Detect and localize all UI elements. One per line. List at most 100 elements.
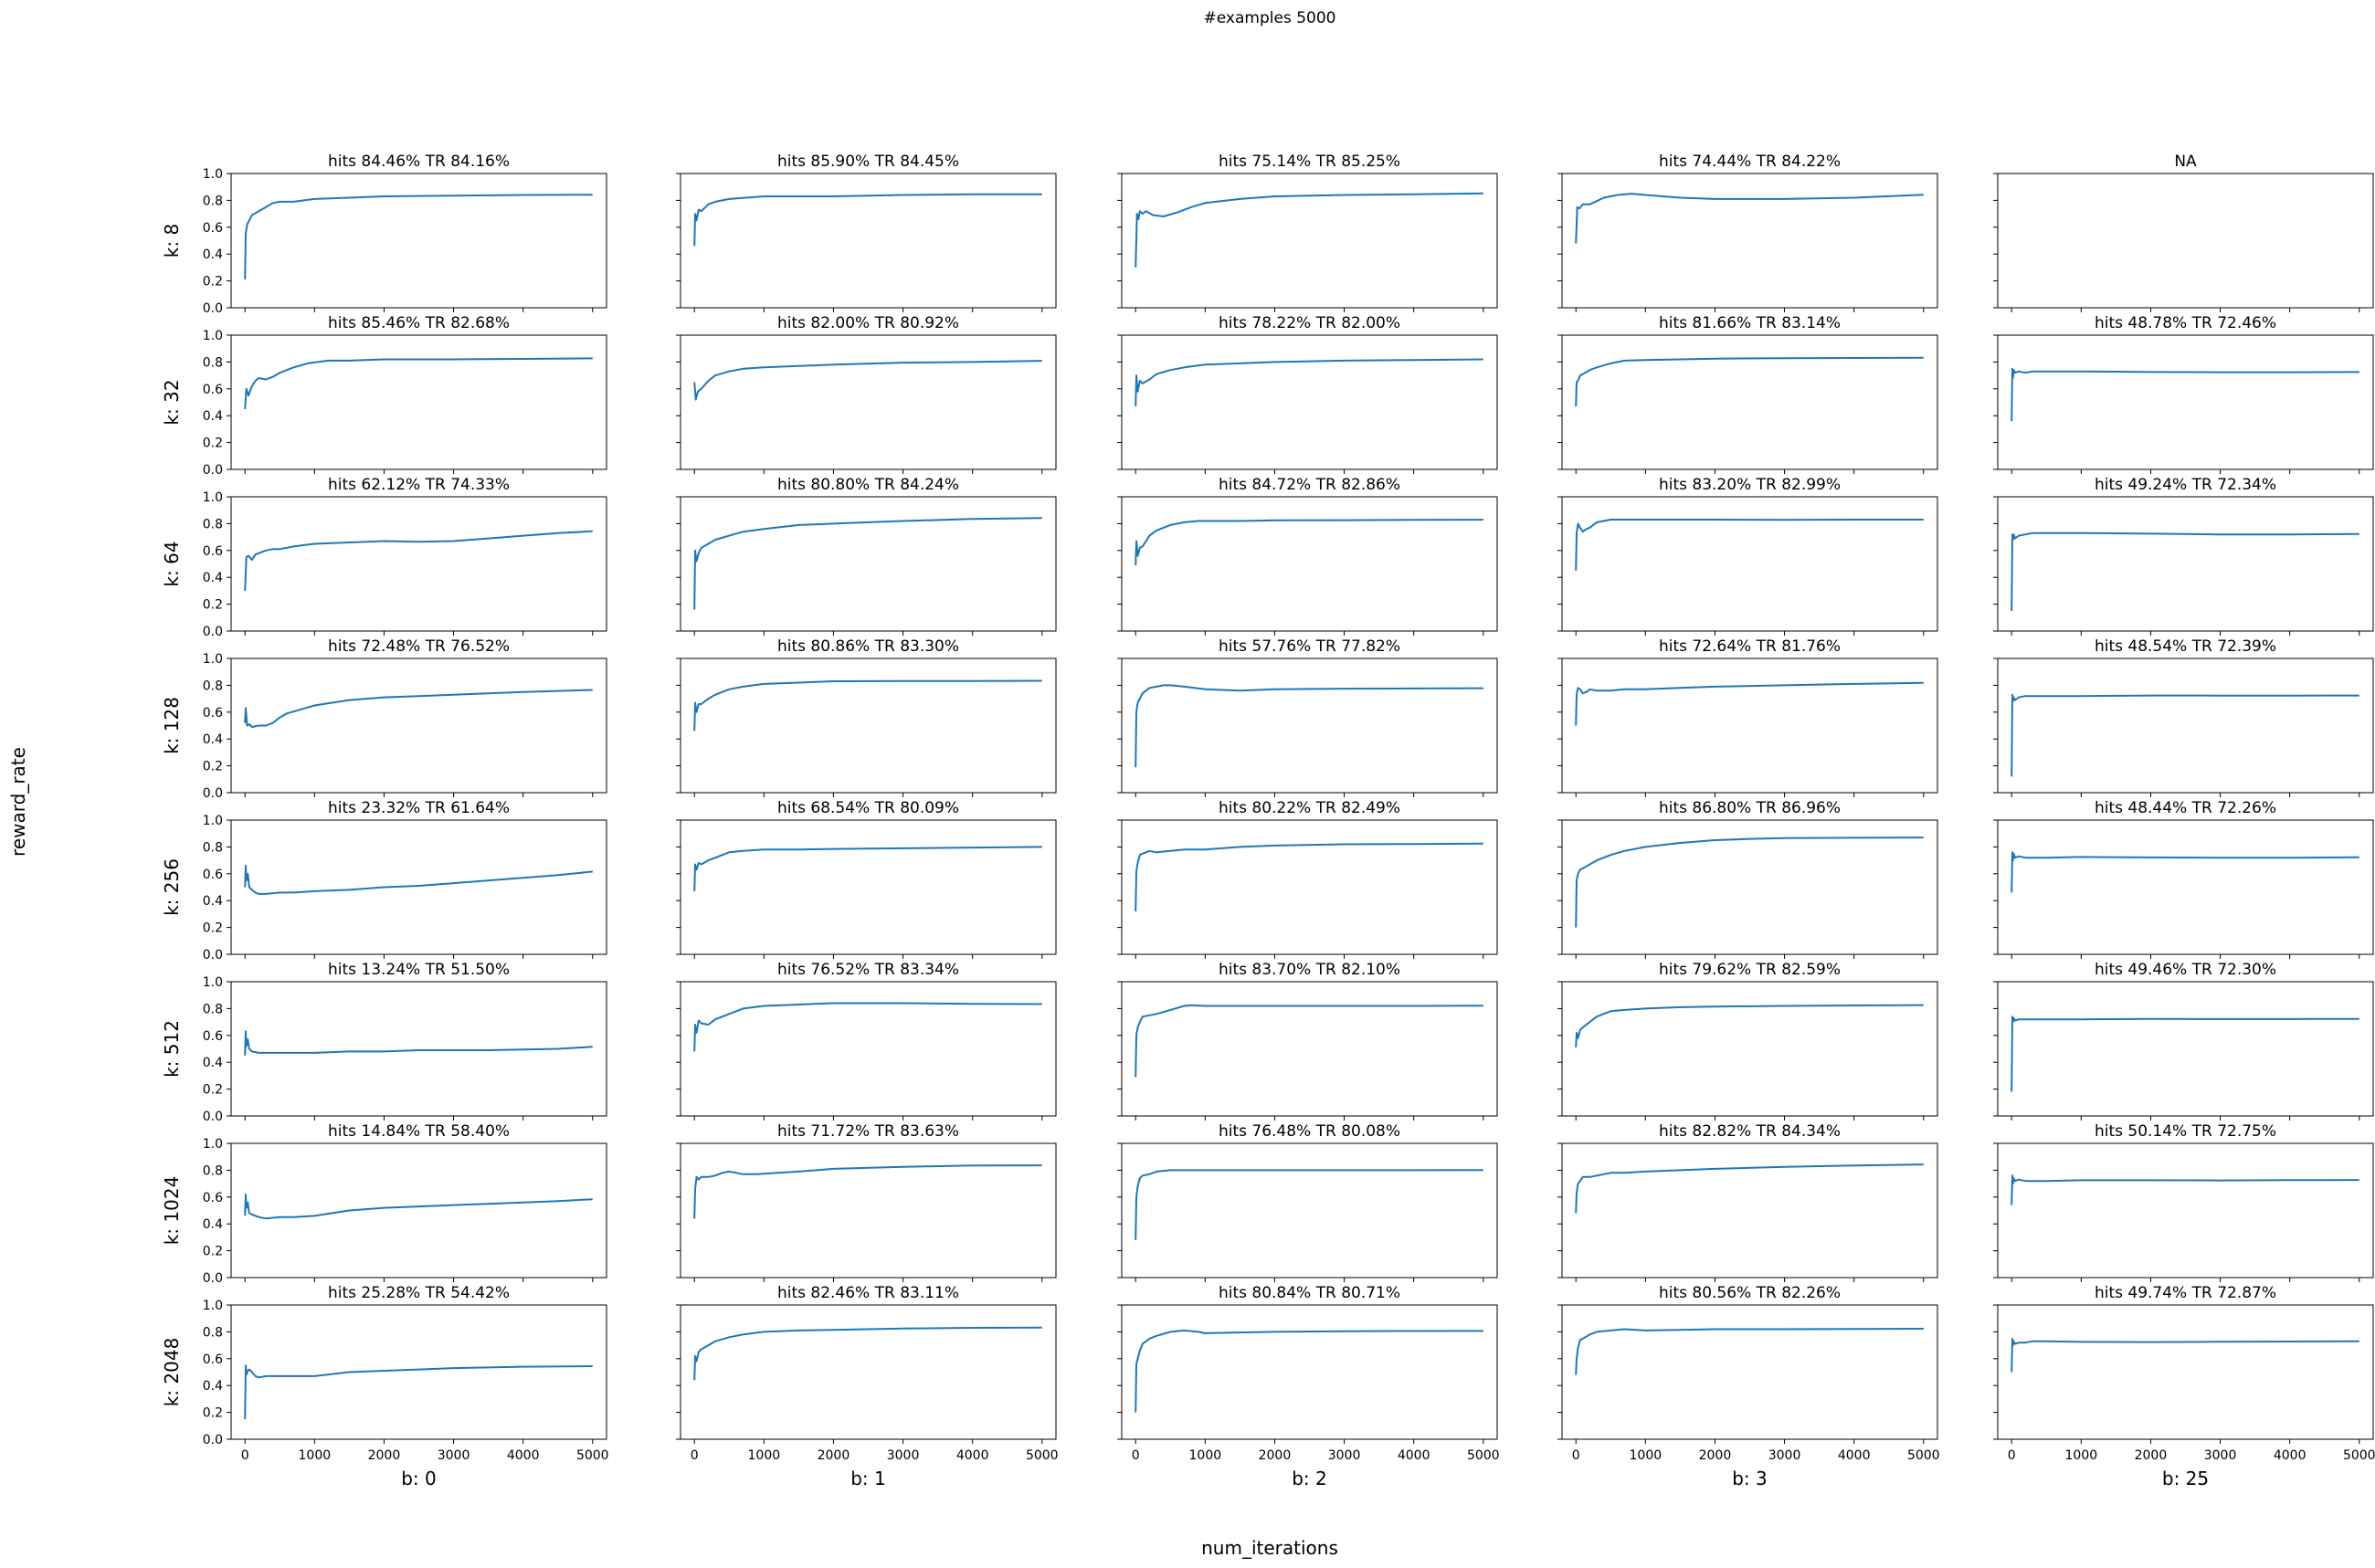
x-tick-label: 4000 bbox=[1838, 1448, 1871, 1463]
series-line bbox=[2011, 531, 2359, 612]
x-tick-label: 0 bbox=[691, 1448, 699, 1463]
series-line bbox=[693, 679, 1042, 731]
y-tick-label: 0.6 bbox=[203, 544, 223, 559]
subplot-title: hits 48.78% TR 72.46% bbox=[2095, 314, 2276, 332]
series-line bbox=[2011, 851, 2359, 893]
subplot: hits 49.46% TR 72.30% bbox=[1993, 961, 2374, 1121]
subplot: hits 72.48% TR 76.52% 0.0 0.2 0.4 0.6 0.8 1.0 k… bbox=[161, 637, 607, 801]
subplot-title: hits 13.24% TR 51.50% bbox=[328, 961, 510, 979]
axes-frame bbox=[1121, 1304, 1498, 1440]
row-label: k: 64 bbox=[161, 541, 183, 586]
y-tick-label: 0.6 bbox=[203, 383, 223, 397]
y-tick-label: 0.8 bbox=[203, 1163, 223, 1178]
axes-frame bbox=[1561, 981, 1938, 1117]
row-label: k: 128 bbox=[161, 697, 183, 754]
subplot-title: hits 86.80% TR 86.96% bbox=[1659, 799, 1841, 817]
y-tick-label: 0.8 bbox=[203, 679, 223, 693]
x-tick-label: 0 bbox=[1572, 1448, 1580, 1463]
y-tick-label: 0.8 bbox=[203, 194, 223, 208]
x-tick-label: 4000 bbox=[507, 1448, 540, 1463]
y-tick-label: 1.0 bbox=[203, 814, 223, 828]
axes-frame bbox=[230, 334, 607, 470]
subplot: hits 86.80% TR 86.96% bbox=[1557, 799, 1938, 959]
y-tick-label: 0.0 bbox=[203, 1433, 223, 1447]
axes-frame bbox=[230, 981, 607, 1117]
subplot-title: hits 83.70% TR 82.10% bbox=[1219, 961, 1400, 979]
y-tick-label: 0.2 bbox=[203, 275, 223, 289]
x-tick-label: 1000 bbox=[299, 1448, 332, 1463]
x-tick-label: 2000 bbox=[1699, 1448, 1732, 1463]
subplot-title: hits 82.82% TR 84.34% bbox=[1659, 1122, 1841, 1141]
series-line bbox=[244, 1030, 593, 1056]
subplot: hits 83.70% TR 82.10% bbox=[1117, 961, 1498, 1121]
x-tick-label: 3000 bbox=[887, 1448, 920, 1463]
axes-frame bbox=[1997, 1304, 2374, 1440]
x-tick-label: 0 bbox=[1132, 1448, 1140, 1463]
column-label: b: 3 bbox=[1732, 1468, 1768, 1489]
y-tick-label: 0.2 bbox=[203, 921, 223, 936]
y-tick-label: 0.2 bbox=[203, 1083, 223, 1098]
y-tick-label: 0.2 bbox=[203, 1406, 223, 1421]
y-tick-label: 1.0 bbox=[203, 652, 223, 667]
subplot-title: hits 81.66% TR 83.14% bbox=[1659, 314, 1841, 332]
series-line bbox=[693, 193, 1042, 247]
y-tick-label: 0.6 bbox=[203, 1029, 223, 1044]
series-line bbox=[244, 689, 593, 728]
subplot-title: hits 48.44% TR 72.26% bbox=[2095, 799, 2276, 817]
subplot-title: hits 49.74% TR 72.87% bbox=[2095, 1284, 2276, 1302]
y-tick-label: 0.0 bbox=[203, 301, 223, 316]
subplot: hits 48.78% TR 72.46% bbox=[1993, 314, 2374, 474]
series-line bbox=[244, 1193, 593, 1220]
y-tick-label: 0.4 bbox=[203, 894, 223, 909]
series-line bbox=[1135, 358, 1483, 406]
series-line bbox=[1575, 1004, 1924, 1048]
x-tick-label: 1000 bbox=[1189, 1448, 1222, 1463]
subplot: hits 25.28% TR 54.42% 0.0 0.2 0.4 0.6 0.8 1.0 0… bbox=[161, 1284, 609, 1489]
subplot-title: hits 80.86% TR 83.30% bbox=[777, 637, 959, 656]
x-tick-label: 3000 bbox=[2204, 1448, 2237, 1463]
axes-frame bbox=[1561, 1304, 1938, 1440]
figure-supylabel: reward_rate bbox=[7, 747, 29, 857]
axes-frame bbox=[1561, 173, 1938, 309]
y-tick-label: 0.0 bbox=[203, 1271, 223, 1286]
y-tick-label: 0.6 bbox=[203, 868, 223, 882]
y-tick-label: 1.0 bbox=[203, 167, 223, 182]
subplot-title: hits 74.44% TR 84.22% bbox=[1659, 153, 1841, 171]
y-tick-label: 0.0 bbox=[203, 625, 223, 639]
subplot-title: hits 72.48% TR 76.52% bbox=[328, 637, 510, 656]
y-tick-label: 0.4 bbox=[203, 1379, 223, 1394]
axes-frame bbox=[1997, 658, 2374, 794]
subplot-title: hits 25.28% TR 54.42% bbox=[328, 1284, 510, 1302]
row-label: k: 1024 bbox=[161, 1176, 183, 1246]
y-tick-label: 0.6 bbox=[203, 221, 223, 236]
subplot: hits 84.46% TR 84.16% 0.0 0.2 0.4 0.6 0.8 1.0 k… bbox=[161, 153, 607, 316]
subplot: hits 84.72% TR 82.86% bbox=[1117, 476, 1498, 636]
axes-frame bbox=[230, 658, 607, 794]
row-label: k: 8 bbox=[161, 224, 183, 258]
subplot: hits 72.64% TR 81.76% bbox=[1557, 637, 1938, 797]
axes-frame bbox=[1997, 819, 2374, 955]
x-tick-label: 0 bbox=[2008, 1448, 2016, 1463]
subplot: hits 75.14% TR 85.25% bbox=[1117, 153, 1498, 312]
y-tick-label: 0.8 bbox=[203, 1002, 223, 1016]
figure-supxlabel: num_iterations bbox=[1201, 1537, 1338, 1559]
axes-frame bbox=[1121, 1142, 1498, 1279]
x-tick-label: 5000 bbox=[576, 1448, 609, 1463]
axes-frame bbox=[1561, 819, 1938, 955]
y-tick-label: 1.0 bbox=[203, 490, 223, 505]
subplot: hits 78.22% TR 82.00% bbox=[1117, 314, 1498, 474]
subplot-title: hits 79.62% TR 82.59% bbox=[1659, 961, 1841, 979]
subplot: hits 80.56% TR 82.26% 0 1000 2000 3000 4000 50… bbox=[1557, 1284, 1940, 1489]
axes-frame bbox=[680, 334, 1057, 470]
axes-frame bbox=[680, 496, 1057, 632]
axes-frame bbox=[230, 173, 607, 309]
axes-frame bbox=[1997, 173, 2374, 309]
series-line bbox=[1135, 519, 1483, 566]
y-tick-label: 0.0 bbox=[203, 463, 223, 478]
subplot-title: hits 23.32% TR 61.64% bbox=[328, 799, 510, 817]
series-line bbox=[1135, 192, 1483, 268]
subplot: hits 57.76% TR 77.82% bbox=[1117, 637, 1498, 797]
series-line bbox=[2011, 1174, 2359, 1205]
subplot: hits 85.46% TR 82.68% 0.0 0.2 0.4 0.6 0.8 1.0 k… bbox=[161, 314, 607, 478]
